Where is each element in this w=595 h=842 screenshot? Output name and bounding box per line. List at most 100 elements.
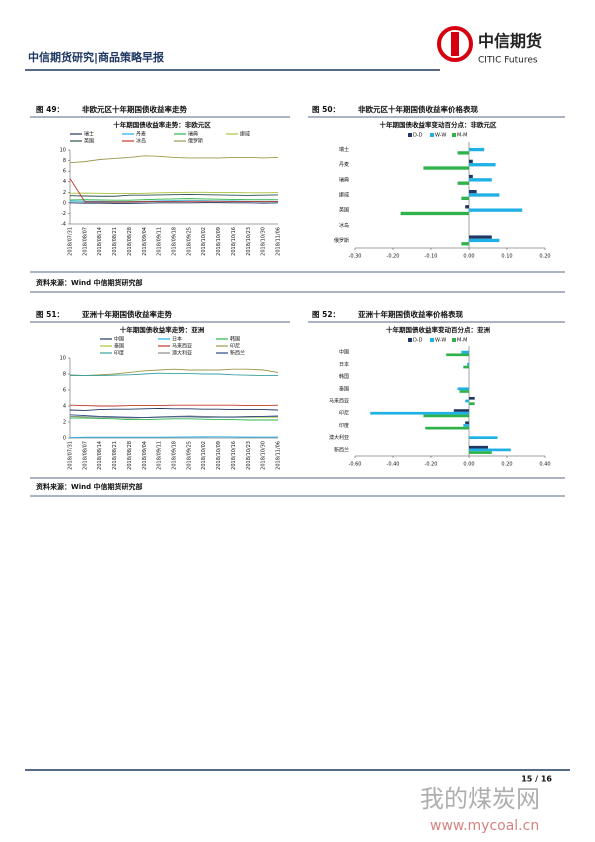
- category-label: 新西兰: [334, 446, 349, 453]
- y-tick-label: 6: [63, 388, 66, 394]
- y-tick-label: 4: [63, 404, 66, 410]
- y-tick-label: 2: [63, 190, 66, 196]
- x-tick-label: 2018/11/06: [276, 441, 282, 470]
- logo-cn: 中信期货: [478, 32, 542, 51]
- series-line: [69, 368, 279, 377]
- bar: [469, 238, 500, 243]
- x-tick-label: 2018/08/21: [112, 441, 118, 470]
- legend-label: W-W: [435, 338, 446, 344]
- bar: [463, 424, 469, 427]
- x-tick-label: 2018/10/09: [216, 227, 222, 256]
- logo-en: CITIC Futures: [478, 56, 538, 66]
- y-tick-label: 2: [63, 420, 66, 426]
- figure-caption: 非欧元区十年期国债收益率价格表现: [358, 104, 478, 114]
- x-tick-label: 2018/07/31: [68, 227, 74, 256]
- x-tick-label: 2018/11/06: [276, 227, 282, 256]
- series-line: [69, 414, 279, 419]
- figure-caption: 亚洲十年期国债收益率价格表现: [358, 309, 463, 319]
- page-number: 15 / 16: [521, 775, 552, 784]
- x-tick-label: 2018/10/23: [246, 441, 252, 470]
- chart-title: 十年期国债收益率变动百分点：亚洲: [386, 325, 491, 334]
- legend-label: 瑞士: [84, 131, 94, 138]
- bar: [463, 365, 469, 369]
- category-label: 泰国: [339, 385, 349, 392]
- category-label: 韩国: [339, 373, 349, 380]
- x-tick-label: -0.30: [349, 254, 362, 260]
- x-tick-label: 0.00: [463, 462, 474, 468]
- category-label: 日本: [339, 361, 349, 368]
- bar: [457, 387, 469, 391]
- series-line: [69, 193, 279, 197]
- bar: [457, 181, 469, 185]
- x-tick-label: 2018/10/16: [231, 441, 237, 470]
- category-label: 瑞典: [339, 176, 349, 183]
- x-tick-label: 2018/09/18: [172, 441, 178, 470]
- series-line: [69, 202, 279, 204]
- x-tick-label: 2018/10/09: [216, 441, 222, 470]
- figure-caption: 亚洲十年期国债收益率走势: [82, 309, 172, 319]
- series-line: [69, 404, 279, 407]
- y-tick-label: 8: [63, 372, 66, 378]
- bar: [469, 396, 475, 400]
- series-line: [69, 191, 279, 195]
- series-line: [70, 372, 278, 377]
- bar: [465, 421, 469, 425]
- bar: [469, 208, 523, 212]
- series-line: [69, 436, 278, 439]
- x-tick-label: 2018/08/07: [82, 227, 88, 256]
- category-label: 印尼: [339, 410, 349, 417]
- x-tick-label: 2018/07/31: [68, 441, 74, 470]
- x-tick-label: 2018/09/11: [157, 227, 163, 256]
- bar: [425, 426, 469, 430]
- figure-label: 图 51：: [36, 310, 64, 319]
- legend-label: M-M: [457, 133, 467, 139]
- bar: [469, 193, 500, 197]
- x-tick-label: 2018/09/04: [142, 441, 148, 470]
- bar: [400, 211, 469, 216]
- y-tick-label: 8: [63, 158, 66, 164]
- legend-label: D-D: [413, 133, 423, 139]
- bar: [469, 159, 473, 164]
- x-tick-label: 2018/10/02: [201, 441, 207, 470]
- y-tick-label: 0: [63, 200, 66, 206]
- legend-label: 日本: [172, 336, 182, 343]
- legend-label: 丹麦: [136, 131, 146, 138]
- bar: [469, 174, 473, 179]
- x-tick-label: 2018/09/25: [186, 227, 192, 256]
- legend-label: 俄罗斯: [188, 138, 203, 145]
- x-tick-label: -0.60: [349, 462, 362, 468]
- bar: [370, 411, 469, 415]
- chart-title: 十年期国债收益率走势：亚洲: [120, 325, 205, 334]
- figure-caption: 非欧元区十年期国债收益率走势: [82, 104, 187, 114]
- x-tick-label: 2018/10/23: [246, 227, 252, 256]
- x-tick-label: 2018/08/28: [127, 441, 133, 470]
- bar: [469, 436, 498, 440]
- x-tick-label: 2018/09/18: [172, 227, 178, 256]
- x-tick-label: 2018/08/21: [112, 227, 118, 256]
- bar: [461, 196, 469, 200]
- series-line: [69, 407, 279, 411]
- series-line: [69, 155, 279, 164]
- source-note: 资料来源：Wind 中信期货研究部: [36, 278, 143, 287]
- x-tick-label: 0.40: [539, 462, 550, 468]
- x-tick-label: 2018/08/14: [97, 227, 103, 256]
- y-tick-label: 10: [60, 356, 66, 362]
- source-note: 资料来源：Wind 中信期货研究部: [36, 482, 143, 491]
- category-label: 英国: [339, 207, 349, 214]
- x-tick-label: 2018/10/02: [201, 227, 207, 256]
- y-tick-label: -2: [61, 211, 66, 217]
- category-label: 澳大利亚: [329, 434, 349, 441]
- bar: [469, 163, 496, 167]
- watermark-url: www.mycoal.cn: [430, 818, 539, 834]
- bar: [469, 448, 511, 452]
- figure-label: 图 50：: [312, 105, 340, 114]
- category-label: 中国: [339, 349, 349, 356]
- chart-title: 十年期国债收益率变动百分点：非欧元区: [380, 120, 498, 129]
- x-tick-label: 0.20: [501, 462, 512, 468]
- x-tick-label: -0.10: [425, 254, 438, 260]
- bar: [469, 445, 488, 449]
- bar: [469, 178, 492, 182]
- legend-label: 挪威: [240, 131, 250, 138]
